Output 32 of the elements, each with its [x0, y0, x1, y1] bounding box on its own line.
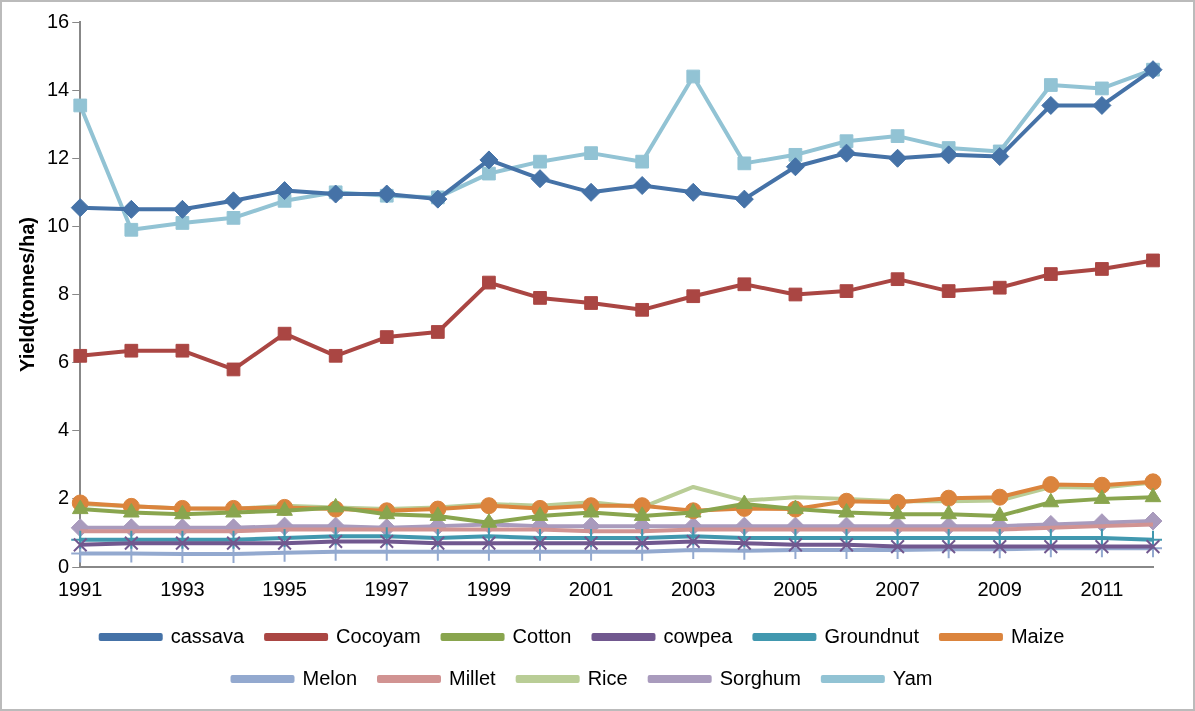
y-tick-label: 0	[58, 554, 70, 577]
legend-label: Rice	[587, 666, 628, 689]
legend-label: Groundnut	[824, 624, 920, 647]
y-tick-label: 10	[47, 213, 70, 236]
x-tick-label: 1993	[160, 577, 205, 600]
x-tick-label: 2011	[1080, 577, 1124, 600]
x-tick-label: 1995	[262, 577, 307, 600]
legend-label: cowpea	[663, 624, 734, 647]
legend-label: Maize	[1010, 624, 1065, 647]
x-tick-label: 1999	[466, 577, 512, 600]
y-tick-label: 6	[58, 350, 70, 373]
x-tick-label: 2003	[671, 577, 716, 600]
y-tick-label: 8	[58, 282, 70, 305]
legend-label: Yam	[892, 666, 933, 689]
y-axis-title: Yield(tonnes/ha)	[15, 217, 38, 372]
x-tick-label: 1997	[364, 577, 409, 600]
x-tick-label: 2001	[568, 577, 614, 600]
x-tick-label: 1991	[58, 577, 103, 600]
legend-label: Millet	[449, 666, 497, 689]
y-tick-label: 14	[47, 77, 70, 100]
legend-label: Sorghum	[719, 666, 801, 689]
y-tick-label: 2	[58, 486, 70, 509]
y-tick-label: 12	[47, 145, 70, 168]
x-tick-label: 2009	[977, 577, 1022, 600]
legend-label: Cotton	[512, 624, 572, 647]
y-tick-label: 4	[58, 418, 70, 441]
legend-label: cassava	[170, 624, 245, 647]
y-tick-label: 16	[47, 9, 70, 32]
x-tick-label: 2005	[773, 577, 818, 600]
x-tick-label: 2007	[875, 577, 920, 600]
legend-label: Melon	[302, 666, 358, 689]
legend-label: Cocoyam	[336, 624, 421, 647]
